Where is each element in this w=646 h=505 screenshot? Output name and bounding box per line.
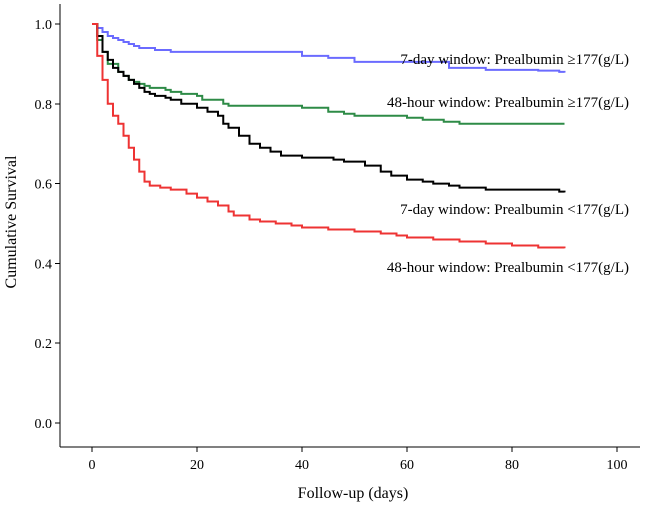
y-tick-label: 0.0	[35, 417, 53, 432]
survival-curves	[92, 23, 566, 249]
x-axis-ticks: 0 20 40 60 80 100	[89, 447, 628, 473]
y-axis-ticks: 0.0 0.2 0.4 0.6 0.8 1.0	[35, 18, 60, 432]
series-label-48h-low: 48-hour window: Prealbumin <177(g/L)	[387, 260, 629, 276]
x-tick-label: 20	[190, 458, 204, 473]
x-tick-label: 100	[607, 458, 628, 473]
series-label-7day-low: 7-day window: Prealbumin <177(g/L)	[400, 202, 629, 218]
series-label-7day-high: 7-day window: Prealbumin ≥177(g/L)	[400, 52, 629, 68]
y-tick-label: 1.0	[35, 18, 53, 33]
survival-curve-7day-high	[92, 23, 566, 73]
y-tick-label: 0.6	[35, 178, 53, 193]
x-tick-label: 80	[505, 458, 519, 473]
series-label-48h-high: 48-hour window: Prealbumin ≥177(g/L)	[387, 95, 629, 111]
x-tick-label: 0	[89, 458, 96, 473]
x-tick-label: 60	[400, 458, 414, 473]
y-axis-title: Cumulative Survival	[3, 155, 20, 288]
survival-curve-7day-low	[92, 23, 566, 193]
y-tick-label: 0.8	[35, 98, 53, 113]
survival-curve-48h-low	[92, 23, 566, 249]
x-tick-label: 40	[295, 458, 309, 473]
x-axis-title: Follow-up (days)	[298, 485, 409, 502]
y-tick-label: 0.2	[35, 337, 53, 352]
y-tick-label: 0.4	[35, 257, 53, 272]
